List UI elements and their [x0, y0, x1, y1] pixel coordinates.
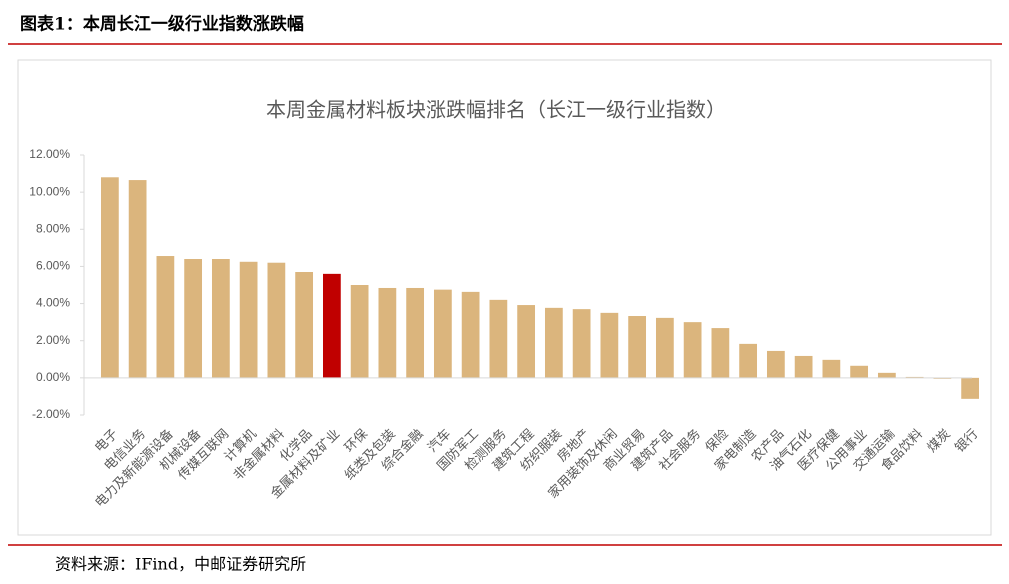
y-tick-label: -2.00% [32, 407, 70, 421]
x-tick-label: 煤炭 [925, 427, 954, 456]
bar [572, 309, 591, 378]
bar [267, 262, 286, 378]
bar [350, 285, 369, 378]
y-tick-label: 2.00% [36, 333, 70, 347]
bar [517, 305, 536, 378]
bar [156, 256, 175, 378]
y-tick-label: 12.00% [29, 147, 70, 161]
bar [211, 259, 230, 378]
header-title: 图表1：本周长江一级行业指数涨跌幅 [20, 14, 304, 35]
y-tick-label: 4.00% [36, 296, 70, 310]
bar [239, 261, 258, 378]
bar [433, 289, 452, 378]
bar [489, 299, 508, 378]
x-tick-label: 银行 [952, 427, 981, 456]
y-tick-label: 8.00% [36, 221, 70, 235]
bar [655, 317, 674, 378]
bar [877, 372, 896, 378]
bar [850, 365, 869, 378]
source-note: 资料来源：IFind，中邮证券研究所 [55, 555, 306, 574]
bar [961, 377, 980, 399]
y-tick-label: 0.00% [36, 370, 70, 384]
bar [295, 272, 314, 378]
bar [794, 355, 813, 378]
chart-title: 本周金属材料板块涨跌幅排名（长江一级行业指数） [266, 98, 726, 122]
bar [378, 287, 397, 378]
bar [461, 291, 480, 378]
bar [600, 312, 619, 378]
bar [766, 350, 785, 378]
y-tick-label: 10.00% [29, 184, 70, 198]
bar [322, 273, 341, 378]
y-tick-label: 6.00% [36, 259, 70, 273]
bar [184, 259, 203, 378]
bar [100, 177, 119, 378]
chart-frame [17, 59, 992, 536]
bar [406, 287, 425, 378]
bar [628, 316, 647, 378]
bar [711, 328, 730, 378]
bar [544, 307, 563, 378]
bar [128, 180, 147, 378]
bar [683, 322, 702, 378]
bar [822, 359, 841, 378]
bar [739, 343, 758, 378]
